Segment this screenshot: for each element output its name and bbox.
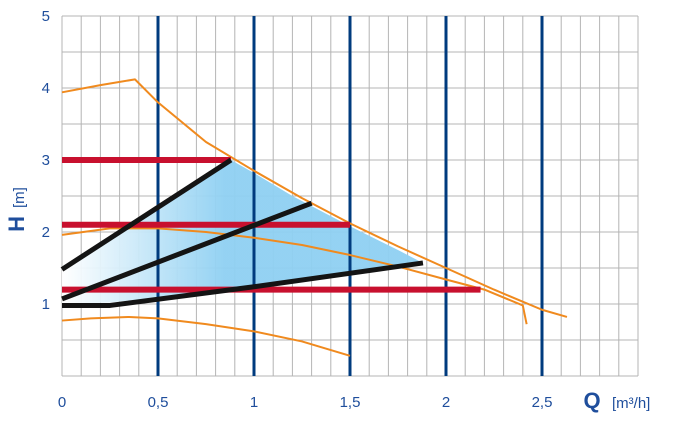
x-tick-label: 0 <box>58 394 66 411</box>
series-line-black-8 <box>61 200 313 302</box>
y-tick-label: 2 <box>42 224 50 241</box>
series-line-black-7 <box>60 157 233 272</box>
series-line-black-9 <box>62 260 424 308</box>
axis-labels: Q [m³/h] H [m] 0 0,5 1 1,5 2 2,5 1 2 3 4 5 <box>4 8 650 413</box>
x-tick-label: 2 <box>442 394 450 411</box>
series-line-orange-1 <box>61 78 568 318</box>
series-line-orange-3 <box>61 315 351 357</box>
major-vertical-lines <box>156 16 544 376</box>
y-tick-label: 4 <box>42 80 50 97</box>
x-tick-label: 2,5 <box>532 394 553 411</box>
x-axis-unit: [m³/h] <box>612 395 650 412</box>
x-axis-label: Q <box>583 388 600 413</box>
series-lines <box>60 78 568 357</box>
x-tick-label: 1 <box>250 394 258 411</box>
y-tick-label: 1 <box>42 296 50 313</box>
series-line-orange-2 <box>61 227 528 325</box>
x-tick-label: 1,5 <box>340 394 361 411</box>
y-axis-label: H <box>4 216 29 232</box>
y-axis-unit: [m] <box>11 187 28 208</box>
y-tick-label: 5 <box>42 8 50 25</box>
x-tick-label: 0,5 <box>148 394 169 411</box>
y-tick-label: 3 <box>42 152 50 169</box>
